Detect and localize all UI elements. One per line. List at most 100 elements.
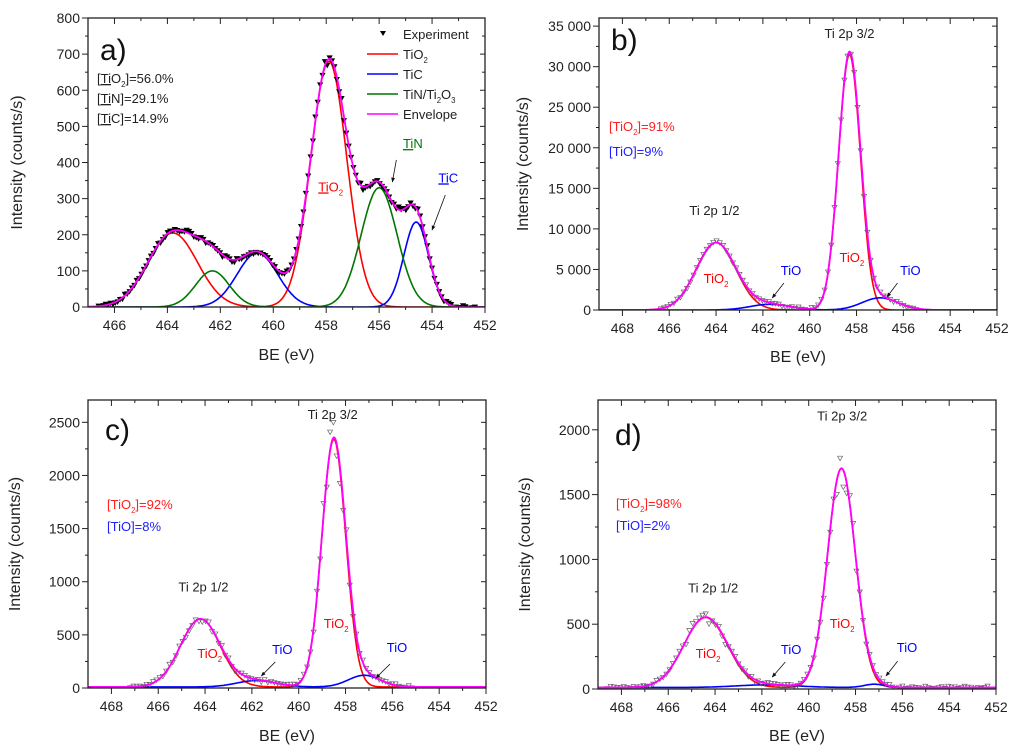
text-part: TiO xyxy=(704,271,724,286)
x-tick-label: 464 xyxy=(703,699,727,715)
peak-annotation: TiO xyxy=(387,640,407,655)
x-tick-label: 466 xyxy=(147,698,171,714)
legend-entry-label: Envelope xyxy=(403,107,457,122)
text-part: N]=29.1% xyxy=(111,91,169,106)
experiment-point xyxy=(697,258,704,264)
x-tick-label: 454 xyxy=(938,320,962,336)
peak-annotation: Ti 2p 3/2 xyxy=(308,407,358,422)
annotation-arrow xyxy=(771,661,786,678)
annotation-arrow xyxy=(885,660,898,677)
text-part: 2 xyxy=(716,655,720,664)
concentration-label: [TiO]=9% xyxy=(609,144,664,159)
x-tick-label: 466 xyxy=(657,699,681,715)
y-tick-label: 2000 xyxy=(49,467,80,483)
text-part: N xyxy=(413,136,422,151)
x-tick-label: 452 xyxy=(985,320,1009,336)
y-tick-label: 5 000 xyxy=(556,261,591,277)
y-axis-label: Intensity (counts/s) xyxy=(9,95,26,229)
panel-label: c) xyxy=(105,414,130,447)
text-part: Ti xyxy=(101,71,111,86)
text-part: 2 xyxy=(640,505,644,514)
legend-marker-icon xyxy=(380,31,386,36)
y-tick-label: 1000 xyxy=(49,574,80,590)
text-part: Ti 2p 3/2 xyxy=(817,409,867,424)
x-tick-label: 456 xyxy=(891,699,915,715)
concentration-label: [TiO2​]=56.0% xyxy=(97,71,174,89)
y-tick-label: 35 000 xyxy=(548,18,591,34)
experiment-point xyxy=(777,683,785,689)
peak-annotation: TiN xyxy=(403,136,423,151)
text-part: 2 xyxy=(850,625,854,634)
peak-annotation: Ti 2p 1/2 xyxy=(178,580,228,595)
y-tick-label: 0 xyxy=(72,680,80,696)
peak-annotation: TiO2​ xyxy=(696,646,721,664)
text-part: 2 xyxy=(423,56,427,65)
peak-annotation: TiO2​ xyxy=(839,250,864,268)
annotation-arrow xyxy=(391,159,397,183)
y-tick-label: 500 xyxy=(567,616,591,632)
peak-annotation: Ti 2p 3/2 xyxy=(824,26,874,41)
text-part: Ti xyxy=(101,91,111,106)
peak-annotation: TiO xyxy=(781,642,801,657)
concentration-label: [TiO2​]=91% xyxy=(609,119,675,137)
y-axis-label: Intensity (counts/s) xyxy=(517,477,534,611)
y-axis-label: Intensity (counts/s) xyxy=(7,477,24,611)
text-part: O xyxy=(111,71,121,86)
experiment-point xyxy=(833,492,840,498)
panel-label: b) xyxy=(611,24,638,57)
plot-frame xyxy=(87,399,487,689)
y-tick-label: 700 xyxy=(57,46,81,62)
text-part: 2 xyxy=(633,128,637,137)
text-part: TiO xyxy=(781,642,801,657)
text-part: TiO xyxy=(897,640,917,655)
annotation-arrow xyxy=(375,663,391,679)
experiment-point xyxy=(736,272,743,278)
text-part: C]=14.9% xyxy=(111,111,169,126)
experiment-point xyxy=(251,677,258,684)
x-tick-label: 452 xyxy=(474,698,498,714)
x-tick-label: 464 xyxy=(704,320,728,336)
annotation-arrow xyxy=(886,282,898,298)
x-tick-label: 466 xyxy=(103,317,127,333)
x-tick-label: 460 xyxy=(797,699,821,715)
experiment-point xyxy=(689,621,696,627)
text-part: Ti 2p 1/2 xyxy=(688,580,738,595)
experiment-point xyxy=(700,252,707,258)
experiment-point xyxy=(984,683,991,689)
chart-panel-c: 468 466 464 462 460 458 456 454 452 0 500 1000 1500 2… xyxy=(7,399,498,745)
experiment-point xyxy=(705,621,713,628)
text-part: 2 xyxy=(131,506,135,515)
legend-entry-label: TiC xyxy=(403,67,423,82)
text-part: 2 xyxy=(344,625,348,634)
annotation-arrow xyxy=(431,194,446,231)
envelope-line xyxy=(88,57,485,307)
x-tick-label: 454 xyxy=(420,317,444,333)
peak-annotation: TiC xyxy=(438,170,458,185)
text-part: [TiO]=2% xyxy=(616,518,671,533)
text-part: ]=56.0% xyxy=(125,71,174,86)
text-part: 2 xyxy=(860,259,864,268)
y-tick-label: 10 000 xyxy=(548,221,591,237)
peak-annotation: TiO2​ xyxy=(830,616,855,634)
text-part: Ti 2p 1/2 xyxy=(689,203,739,218)
text-part: Ti 2p 3/2 xyxy=(824,26,874,41)
legend: Experiment TiO2​ TiC TiN/Ti2​O3​ Envelope xyxy=(367,27,469,122)
experiment-point xyxy=(785,304,792,310)
text-part: 2 xyxy=(339,188,343,197)
annotation-arrow xyxy=(771,282,785,299)
experiment-point xyxy=(792,306,799,310)
y-tick-label: 2500 xyxy=(49,414,80,430)
panel-label: d) xyxy=(615,419,642,452)
plot-frame xyxy=(598,17,998,311)
annotation-arrow xyxy=(260,661,276,677)
experiment-point xyxy=(726,253,733,260)
experiment-point xyxy=(330,420,337,426)
x-tick-label: 458 xyxy=(844,699,868,715)
y-tick-label: 400 xyxy=(57,155,81,171)
experiment-point xyxy=(836,455,844,462)
y-tick-label: 0 xyxy=(72,299,80,315)
y-tick-label: 800 xyxy=(57,10,81,26)
x-tick-label: 460 xyxy=(798,320,822,336)
text-part: TiO xyxy=(839,250,859,265)
text-part: Ti 2p 1/2 xyxy=(178,580,228,595)
